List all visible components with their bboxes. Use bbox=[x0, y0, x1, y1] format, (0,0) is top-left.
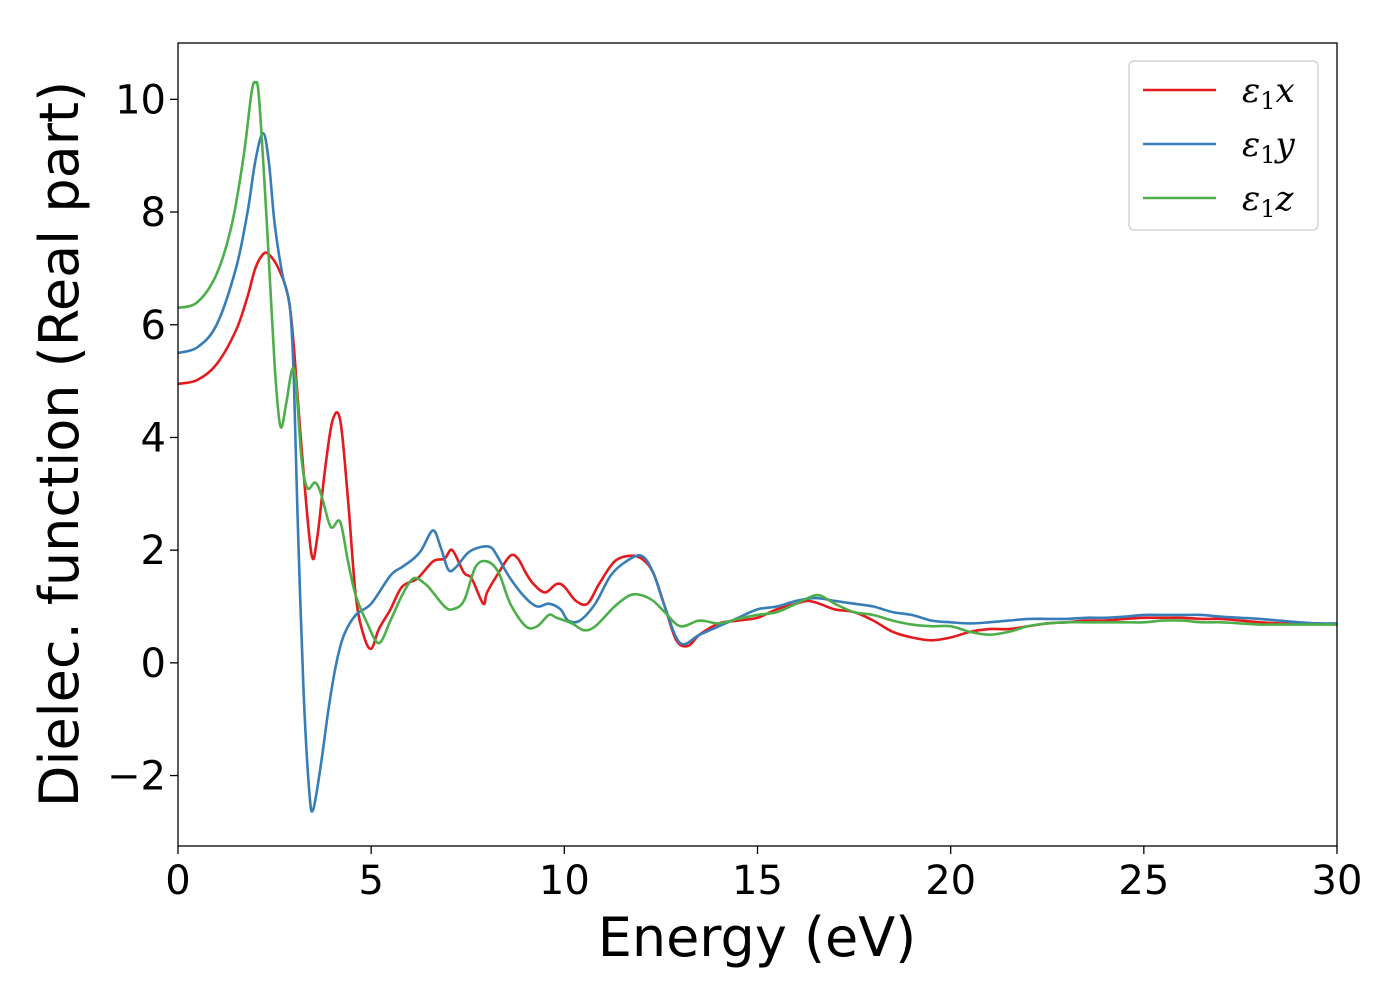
legend-label-x: ε1x bbox=[1242, 71, 1295, 115]
legend-label-z: ε1z bbox=[1242, 179, 1295, 223]
x-tick-label: 30 bbox=[1312, 858, 1363, 904]
y-tick-label: 2 bbox=[141, 528, 166, 574]
y-tick-label: 0 bbox=[141, 641, 166, 687]
y-axis-ticks: −2 0 2 4 6 8 10 bbox=[107, 77, 178, 800]
x-tick-label: 0 bbox=[165, 858, 190, 904]
y-axis-label: Dielec. function (Real part) bbox=[28, 81, 91, 807]
x-axis-label: Energy (eV) bbox=[598, 906, 917, 969]
legend: ε1x ε1y ε1z bbox=[1128, 60, 1319, 231]
plot-lines bbox=[178, 80, 1337, 813]
x-tick-label: 10 bbox=[539, 858, 590, 904]
x-axis-ticks: 0 5 10 15 20 25 30 bbox=[165, 846, 1362, 904]
y-tick-label: 10 bbox=[115, 77, 166, 123]
series-line-z bbox=[178, 80, 1337, 645]
series-line-x bbox=[178, 251, 1337, 651]
legend-box bbox=[1128, 60, 1319, 231]
y-tick-label: 8 bbox=[141, 190, 166, 236]
x-tick-label: 5 bbox=[358, 858, 383, 904]
x-tick-label: 15 bbox=[732, 858, 783, 904]
legend-label-y: ε1y bbox=[1242, 125, 1296, 169]
y-tick-label: 6 bbox=[141, 303, 166, 349]
x-tick-label: 25 bbox=[1118, 858, 1169, 904]
series-line-y bbox=[178, 131, 1337, 813]
x-tick-label: 20 bbox=[925, 858, 976, 904]
y-tick-label: −2 bbox=[107, 754, 166, 800]
y-tick-label: 4 bbox=[141, 415, 166, 461]
